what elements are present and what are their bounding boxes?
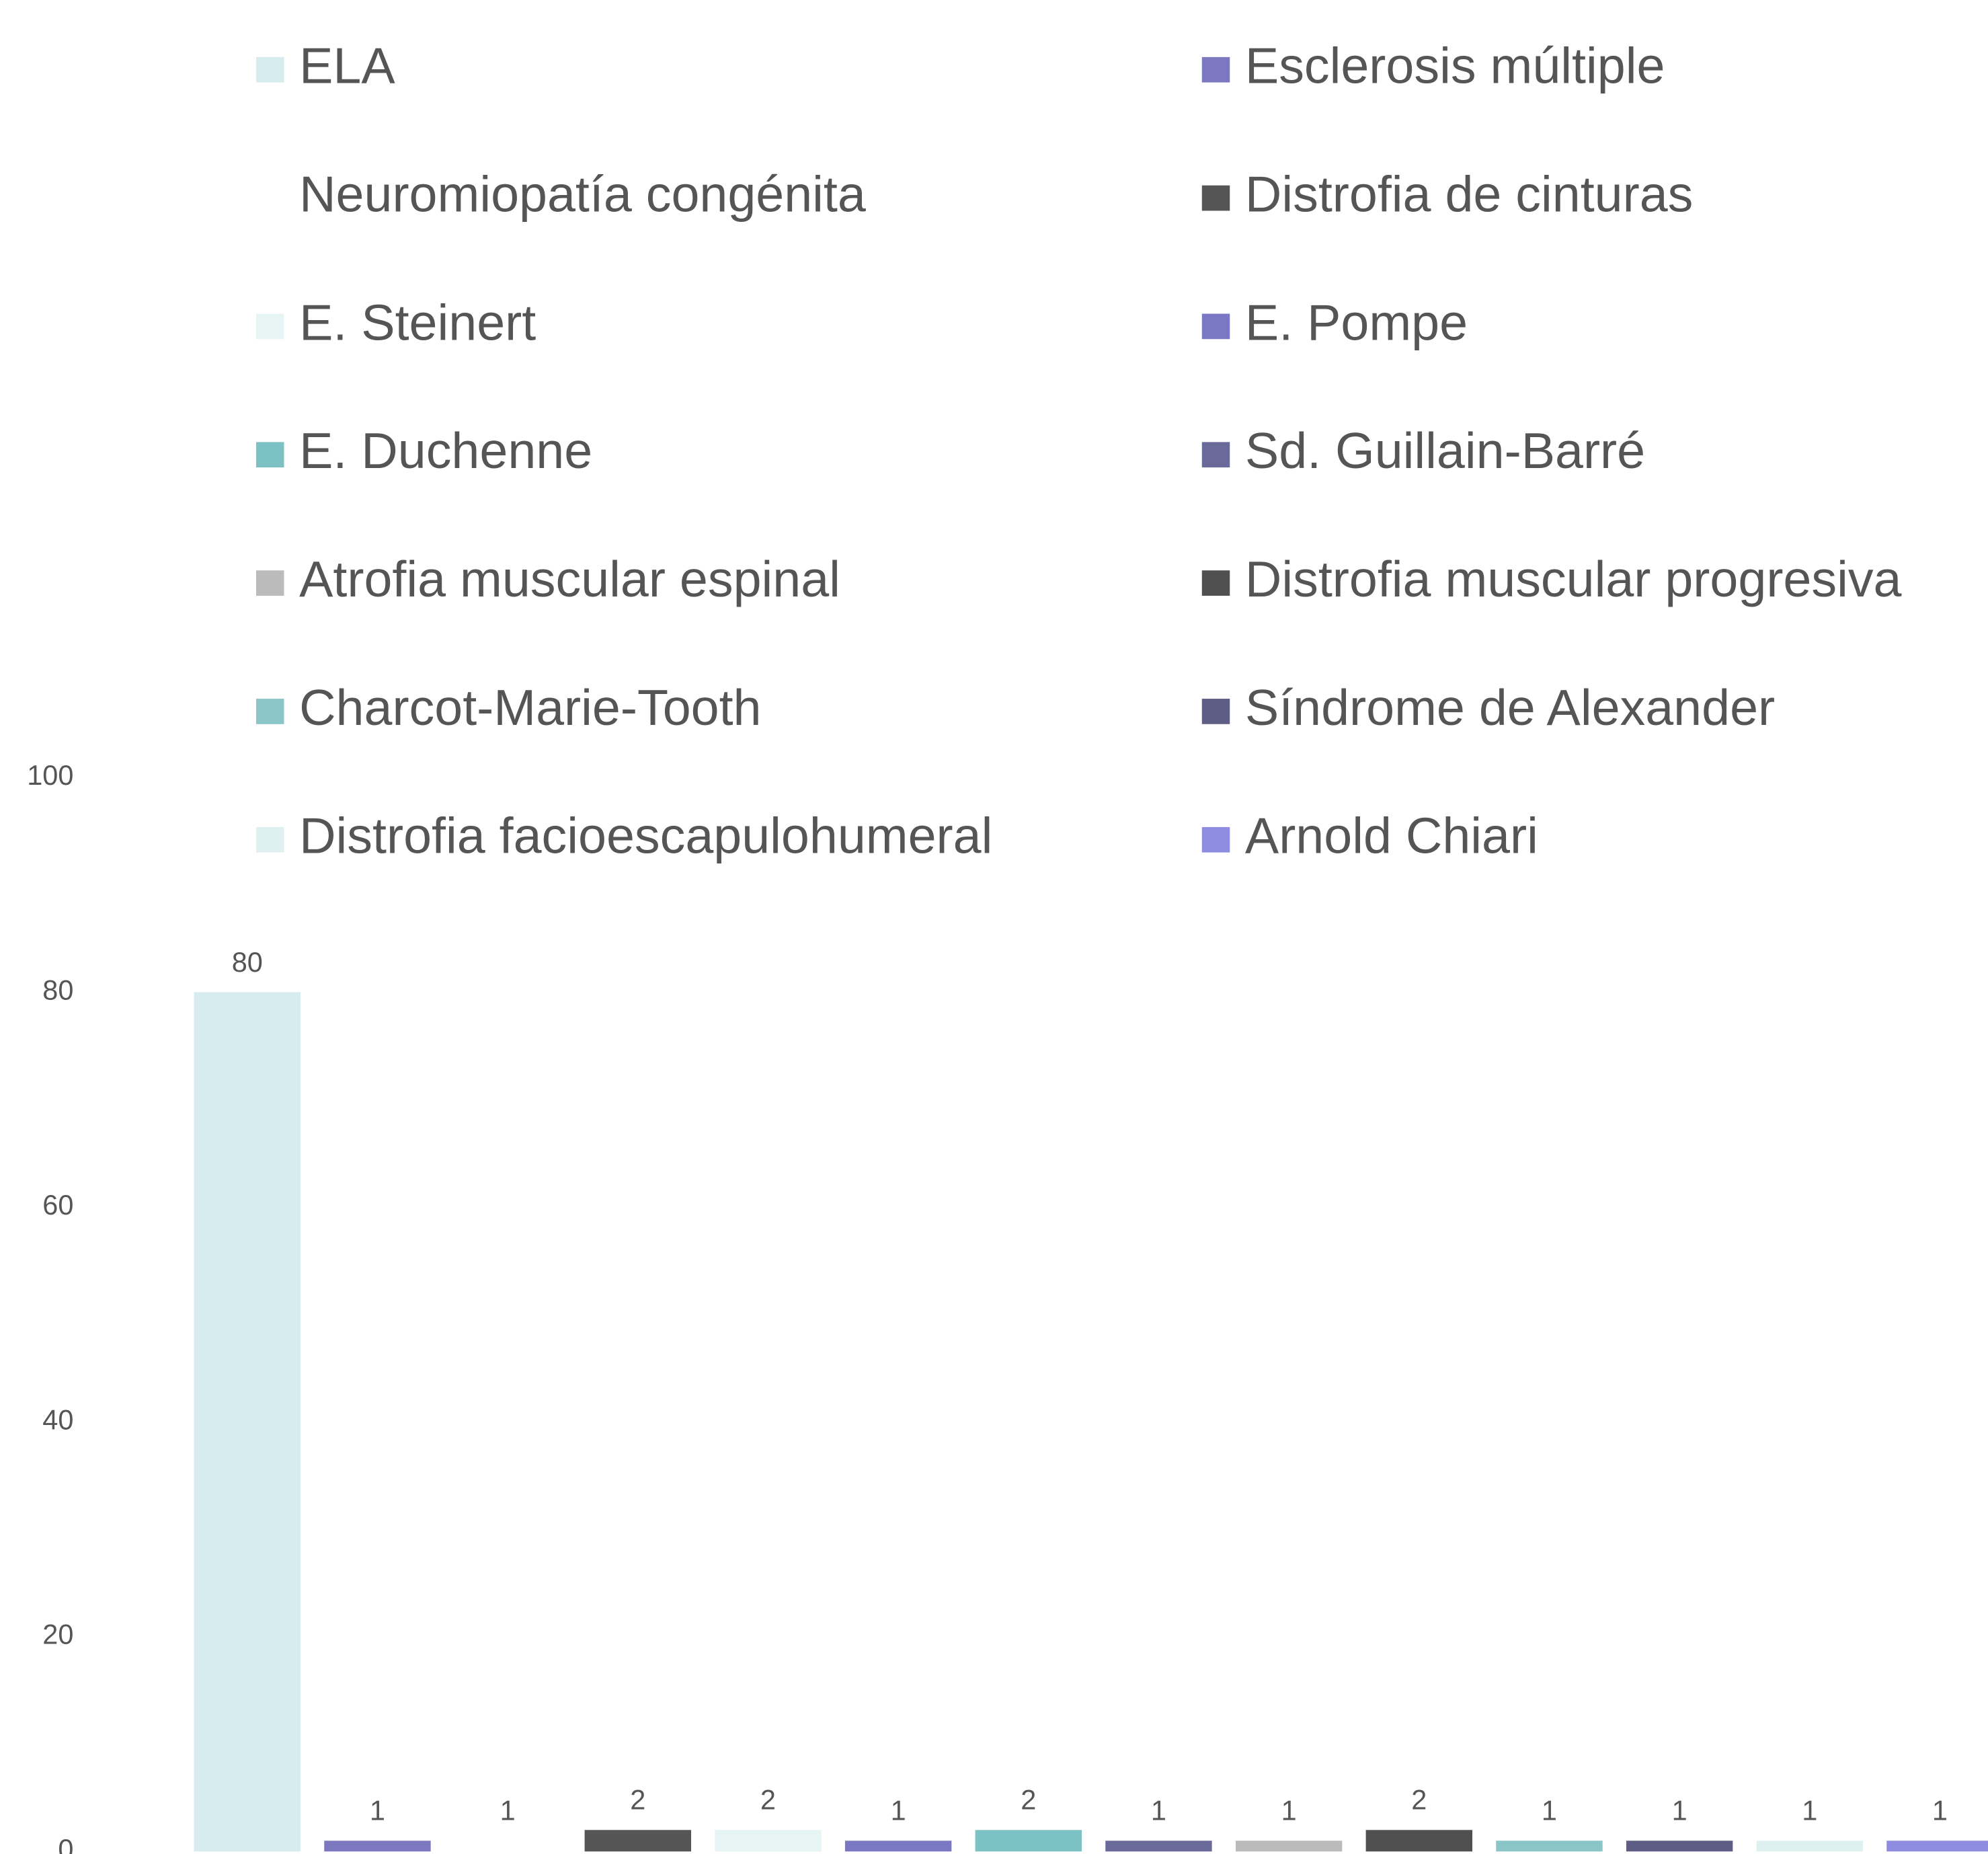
data-label: 2 bbox=[1021, 1784, 1036, 1816]
legend-swatch bbox=[255, 442, 284, 468]
y-tick-label: 40 bbox=[42, 1403, 73, 1435]
legend-swatch bbox=[255, 185, 284, 211]
legend-swatch bbox=[1201, 442, 1230, 468]
y-tick-label: 80 bbox=[42, 974, 73, 1005]
legend-label: Esclerosis múltiple bbox=[1245, 38, 1665, 94]
bar bbox=[715, 1830, 822, 1852]
bar bbox=[1235, 1841, 1343, 1852]
legend-label: E. Steinert bbox=[299, 294, 536, 350]
data-label: 2 bbox=[760, 1784, 776, 1816]
legend-swatch bbox=[255, 826, 284, 853]
legend-swatch bbox=[1201, 313, 1230, 340]
bar bbox=[324, 1841, 431, 1852]
data-label: 1 bbox=[500, 1795, 516, 1826]
legend-swatch bbox=[255, 56, 284, 83]
legend-label: Distrofia de cinturas bbox=[1245, 165, 1694, 222]
legend-swatch bbox=[1201, 56, 1230, 83]
data-label: 1 bbox=[891, 1795, 906, 1826]
legend-swatch bbox=[255, 699, 284, 724]
bar bbox=[454, 1841, 561, 1852]
y-tick-label: 100 bbox=[27, 759, 73, 791]
data-label: 1 bbox=[1542, 1795, 1557, 1826]
legend-swatch bbox=[255, 313, 284, 340]
data-label: 2 bbox=[630, 1784, 645, 1816]
bar bbox=[1365, 1830, 1473, 1852]
data-label: 1 bbox=[1802, 1795, 1817, 1826]
legend-label: Síndrome de Alexander bbox=[1245, 679, 1775, 736]
y-tick-label: 0 bbox=[58, 1833, 73, 1854]
legend-label: Distrofia facioescapulohumeral bbox=[299, 808, 992, 864]
bar bbox=[1105, 1841, 1212, 1852]
bar bbox=[975, 1830, 1082, 1852]
y-tick-label: 60 bbox=[42, 1189, 73, 1221]
data-label: 1 bbox=[1932, 1795, 1948, 1826]
legend-swatch bbox=[1201, 185, 1230, 211]
data-label: 1 bbox=[1151, 1795, 1166, 1826]
data-label: 1 bbox=[370, 1795, 385, 1826]
legend-swatch bbox=[1201, 699, 1230, 724]
legend-label: E. Pompe bbox=[1245, 294, 1468, 350]
bar bbox=[844, 1841, 952, 1852]
bar bbox=[194, 992, 301, 1852]
bar bbox=[584, 1830, 691, 1852]
legend-label: Distrofia muscular progresiva bbox=[1245, 551, 1902, 607]
legend-label: Sd. Guillain-Barré bbox=[1245, 422, 1645, 479]
y-tick-label: 20 bbox=[42, 1619, 73, 1650]
legend-label: Neuromiopatía congénita bbox=[299, 165, 866, 222]
bar bbox=[1496, 1841, 1603, 1852]
data-label: 1 bbox=[1672, 1795, 1687, 1826]
legend-label: Charcot-Marie-Tooth bbox=[299, 679, 761, 736]
legend-swatch bbox=[255, 570, 284, 596]
data-label: 80 bbox=[232, 946, 263, 978]
bar bbox=[1756, 1841, 1864, 1852]
legend-label: Arnold Chiari bbox=[1245, 808, 1538, 864]
legend-label: ELA bbox=[299, 38, 395, 94]
bar bbox=[1886, 1841, 1988, 1852]
bar bbox=[1626, 1841, 1733, 1852]
legend-swatch bbox=[1201, 570, 1230, 596]
legend-swatch bbox=[1201, 826, 1230, 853]
legend-label: Atrofia muscular espinal bbox=[299, 551, 840, 607]
data-label: 1 bbox=[1281, 1795, 1297, 1826]
data-label: 2 bbox=[1411, 1784, 1427, 1816]
legend-label: E. Duchenne bbox=[299, 422, 592, 479]
